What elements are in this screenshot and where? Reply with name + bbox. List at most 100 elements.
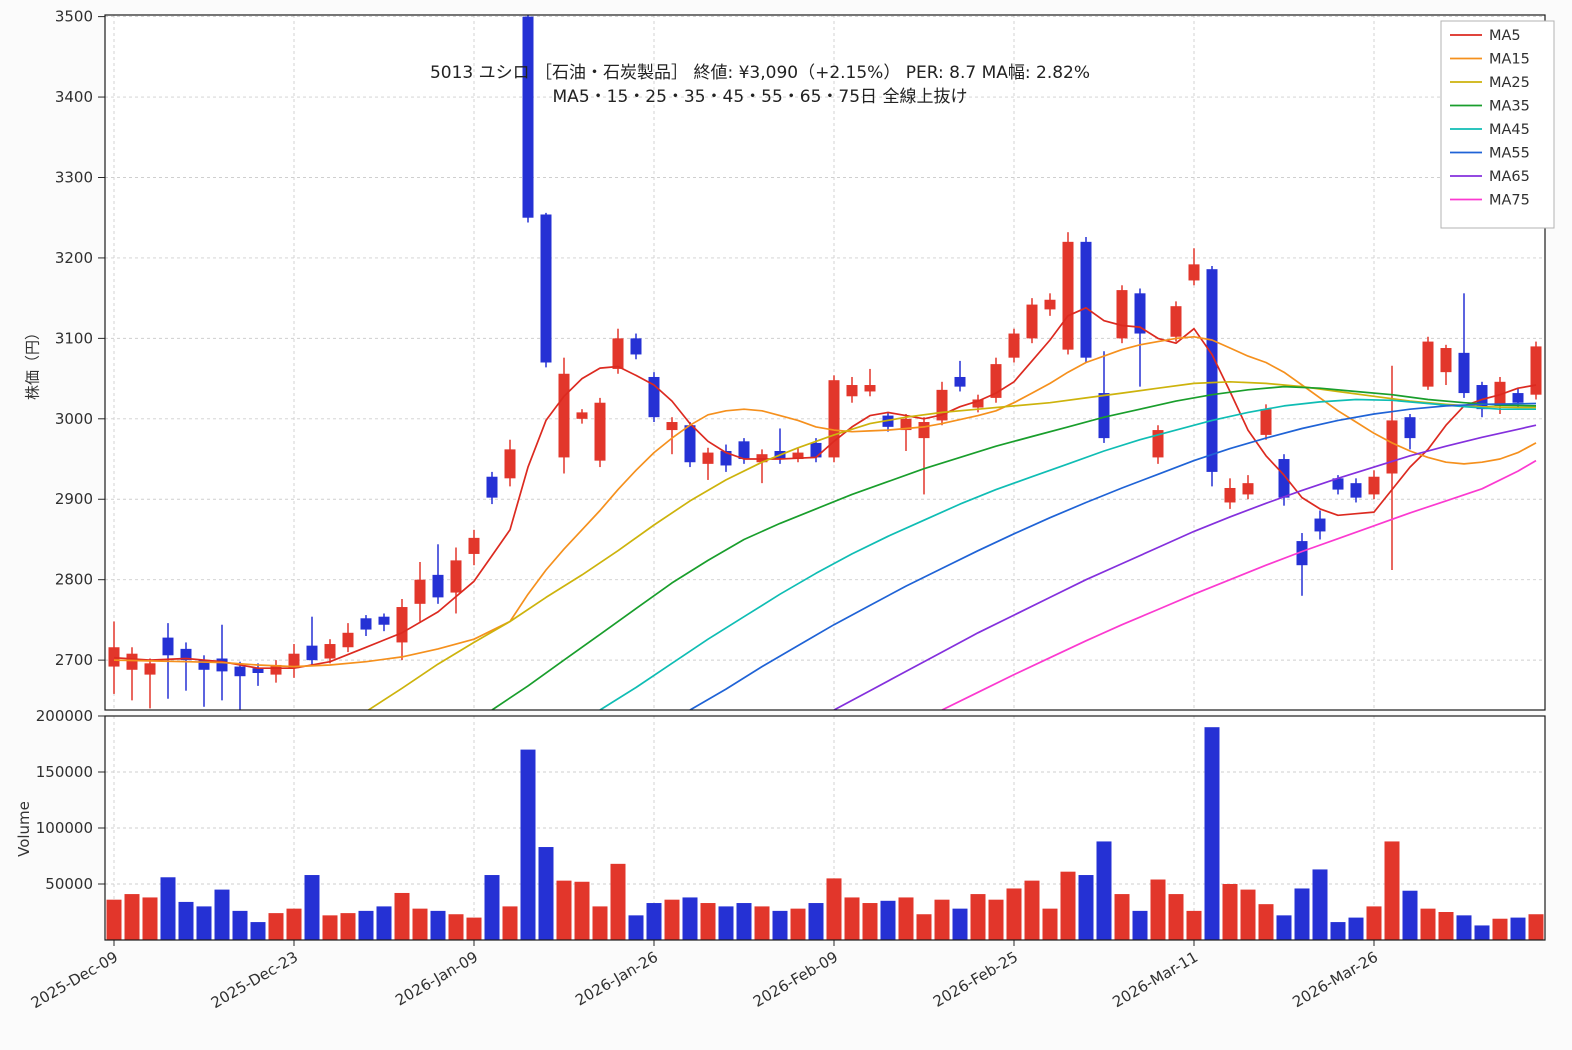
volume-bar bbox=[1096, 841, 1112, 940]
candle-body bbox=[360, 618, 372, 630]
volume-bar bbox=[988, 899, 1004, 940]
candle-body bbox=[630, 338, 642, 355]
candle-body bbox=[900, 418, 912, 431]
candle-body bbox=[216, 658, 228, 672]
volume-bar bbox=[898, 897, 914, 940]
candle-body bbox=[936, 389, 948, 421]
grid-layer bbox=[105, 15, 1545, 940]
volume-bar bbox=[1330, 922, 1346, 940]
candle-body bbox=[414, 579, 426, 604]
date-tick-label: 2026-Feb-25 bbox=[930, 948, 1021, 1011]
candle-body bbox=[810, 442, 822, 458]
volume-bar bbox=[808, 903, 824, 940]
volume-bar bbox=[250, 922, 266, 940]
candle-body bbox=[1134, 293, 1146, 334]
ma-line-ma35 bbox=[491, 385, 1537, 710]
volume-bar bbox=[700, 903, 716, 940]
volume-bar bbox=[1456, 915, 1472, 940]
volume-bar bbox=[304, 875, 320, 940]
volume-bar bbox=[1492, 918, 1508, 940]
candle-body bbox=[450, 560, 462, 593]
volume-bar bbox=[142, 897, 158, 940]
volume-bar bbox=[466, 917, 482, 940]
candles-layer bbox=[108, 15, 1542, 710]
ma-line-ma25 bbox=[366, 380, 1536, 710]
date-tick-label: 2026-Jan-26 bbox=[572, 948, 661, 1010]
volume-bar bbox=[124, 894, 140, 940]
volume-bar bbox=[1006, 888, 1022, 940]
candle-body bbox=[1116, 290, 1128, 339]
candle-body bbox=[540, 214, 552, 363]
legend: MA5 MA15 MA25 MA35 MA45 MA55 MA65 MA75 bbox=[1440, 20, 1555, 229]
candle-body bbox=[864, 385, 876, 392]
volume-bar bbox=[1474, 925, 1490, 940]
volume-bar bbox=[286, 908, 302, 940]
candle-body bbox=[1062, 241, 1074, 350]
volume-bar bbox=[718, 906, 734, 940]
candle-body bbox=[828, 380, 840, 458]
date-tick-label: 2026-Jan-09 bbox=[392, 948, 481, 1010]
price-tick-label: 3400 bbox=[55, 88, 93, 106]
legend-label: MA5 bbox=[1489, 28, 1521, 44]
candle-body bbox=[1080, 241, 1092, 358]
chart-title: 5013 ユシロ ［石油・石炭製品］ 終値: ¥3,090（+2.15%） PE… bbox=[429, 63, 1091, 83]
candle-body bbox=[1224, 487, 1236, 503]
volume-bar bbox=[106, 899, 122, 940]
price-tick-label: 3000 bbox=[55, 410, 93, 428]
volume-bar bbox=[502, 906, 518, 940]
volume-bar bbox=[1132, 910, 1148, 940]
date-tick-label: 2026-Mar-11 bbox=[1109, 948, 1201, 1011]
volume-bar bbox=[484, 875, 500, 940]
candle-body bbox=[1512, 393, 1524, 403]
volume-bar bbox=[268, 913, 284, 940]
date-tick-label: 2026-Feb-09 bbox=[750, 948, 841, 1011]
volume-bar bbox=[1294, 888, 1310, 940]
candle-body bbox=[306, 645, 318, 661]
price-tick-label: 2700 bbox=[55, 651, 93, 669]
volume-bar bbox=[754, 906, 770, 940]
ma-line-ma5 bbox=[113, 306, 1537, 670]
price-tick-label: 3500 bbox=[55, 8, 93, 26]
ma-line-ma65 bbox=[833, 424, 1537, 710]
volume-bar bbox=[1276, 915, 1292, 940]
candle-body bbox=[1368, 476, 1380, 495]
ma-line-ma15 bbox=[113, 335, 1537, 668]
candle-body bbox=[252, 668, 264, 673]
candle-body bbox=[648, 376, 660, 418]
price-tick-label: 3300 bbox=[55, 168, 93, 186]
volume-bar bbox=[376, 906, 392, 940]
legend-label: MA35 bbox=[1489, 99, 1530, 115]
candle-body bbox=[468, 537, 480, 554]
volume-bar bbox=[1366, 906, 1382, 940]
price-tick-label: 3100 bbox=[55, 329, 93, 347]
candle-body bbox=[1332, 478, 1344, 490]
candle-body bbox=[1170, 306, 1182, 337]
volume-tick-label: 150000 bbox=[36, 763, 93, 781]
volume-bar bbox=[322, 915, 338, 940]
volume-bar bbox=[826, 878, 842, 940]
volume-bar bbox=[934, 899, 950, 940]
legend-label: MA55 bbox=[1489, 146, 1530, 162]
candle-body bbox=[1044, 299, 1056, 310]
candle-body bbox=[738, 441, 750, 460]
volume-bar bbox=[232, 910, 248, 940]
volume-bar bbox=[1168, 894, 1184, 940]
candle-body bbox=[396, 607, 408, 643]
volume-bar bbox=[1060, 871, 1076, 940]
candle-body bbox=[1458, 352, 1470, 394]
candle-body bbox=[432, 574, 444, 598]
candle-body bbox=[162, 637, 174, 656]
candle-body bbox=[234, 666, 246, 677]
volume-bar bbox=[610, 863, 626, 940]
volume-bar bbox=[1402, 890, 1418, 940]
volume-bar bbox=[394, 892, 410, 940]
candle-body bbox=[486, 476, 498, 498]
volume-bar bbox=[592, 906, 608, 940]
candle-body bbox=[1206, 269, 1218, 472]
candle-body bbox=[1008, 333, 1020, 358]
volume-bar bbox=[628, 915, 644, 940]
candle-body bbox=[1440, 348, 1452, 373]
volume-bar bbox=[1348, 917, 1364, 940]
candle-body bbox=[990, 364, 1002, 398]
